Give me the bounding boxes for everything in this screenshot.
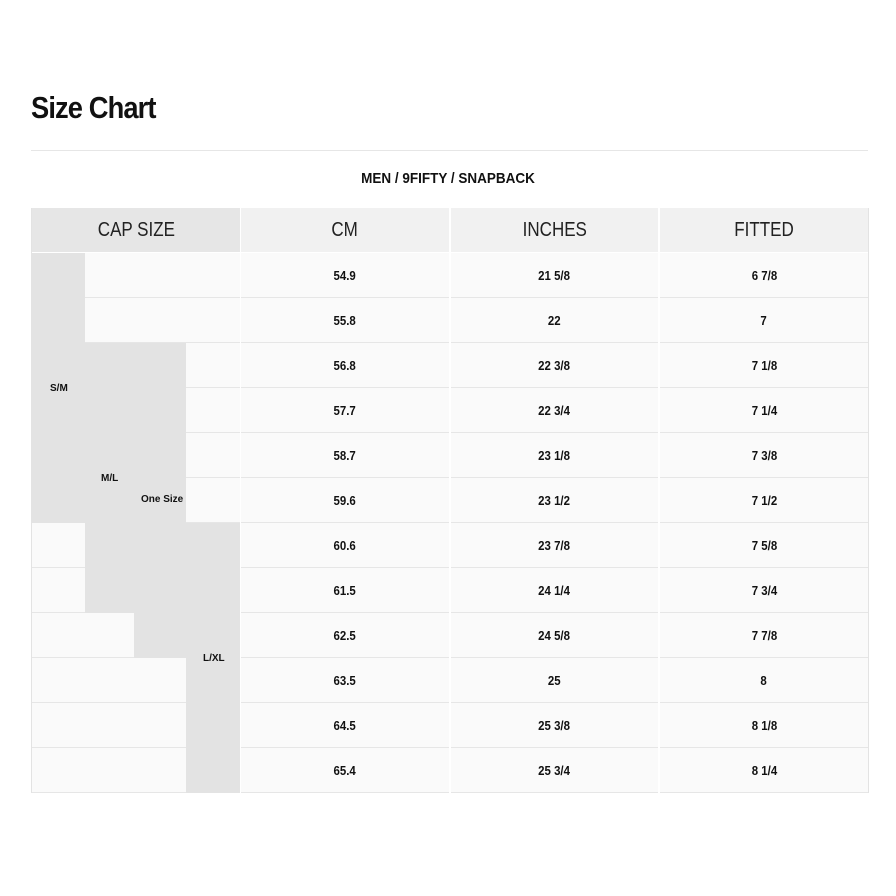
table-cell-fit: 7 1/8: [660, 343, 868, 388]
table-cell-in: 21 5/8: [451, 253, 658, 298]
table-cell-cm: 63.5: [241, 658, 449, 703]
cell-value: 63.5: [333, 672, 357, 688]
table-cell-in: 25 3/8: [451, 703, 658, 748]
cell-value: 54.9: [333, 267, 357, 283]
cell-value: 23 1/2: [538, 492, 571, 508]
lxl-range-lower: [186, 658, 240, 793]
cell-value: 55.8: [333, 312, 357, 328]
table-cell-in: 24 1/4: [451, 568, 658, 613]
cell-value: 8 1/4: [751, 762, 777, 778]
cap-size-sm: S/M: [50, 383, 68, 394]
table-cell-cm: 57.7: [241, 388, 449, 433]
table-cell-fit: 8 1/8: [660, 703, 868, 748]
cell-value: 7 1/4: [751, 402, 777, 418]
cell-value: 58.7: [333, 447, 357, 463]
table-cell-cm: 55.8: [241, 298, 449, 343]
fitted-column: 6 7/8 7 7 1/8 7 1/4 7 3/8 7 1/2 7 5/8 7 3/4 7 7/…: [660, 253, 868, 793]
table-cell-fit: 6 7/8: [660, 253, 868, 298]
cell-value: 22 3/8: [538, 357, 571, 373]
cell-value: 60.6: [333, 537, 357, 553]
inches-column: 21 5/8 22 22 3/8 22 3/4 23 1/8 23 1/2 23 7/8 24…: [451, 253, 658, 793]
cell-value: 21 5/8: [538, 267, 571, 283]
cell-value: 7 7/8: [751, 627, 777, 643]
cap-size-one-size: One Size: [141, 494, 184, 505]
cell-value: 8 1/8: [751, 717, 777, 733]
table-cell-in: 23 1/2: [451, 478, 658, 523]
header-fitted: FITTED: [660, 208, 868, 252]
ml-lxl-range: [85, 523, 240, 613]
table-cell-in: 24 5/8: [451, 613, 658, 658]
table-cell-fit: 7 3/8: [660, 433, 868, 478]
table-cell-in: 25 3/4: [451, 748, 658, 793]
table-cell-cm: 59.6: [241, 478, 449, 523]
table-cell-cm: 60.6: [241, 523, 449, 568]
cell-value: 6 7/8: [751, 267, 777, 283]
page-title: Size Chart: [31, 90, 156, 125]
cell-value: 22: [548, 312, 561, 328]
cell-value: 25 3/8: [538, 717, 571, 733]
cell-value: 65.4: [333, 762, 357, 778]
header-cap-size: CAP SIZE: [32, 208, 240, 252]
cell-value: 24 5/8: [538, 627, 571, 643]
table-cell-fit: 8: [660, 658, 868, 703]
cell-value: 7 1/8: [751, 357, 777, 373]
table-cell-in: 22 3/4: [451, 388, 658, 433]
cm-column: 54.9 55.8 56.8 57.7 58.7 59.6 60.6 61.5 62.5 63.5…: [241, 253, 449, 793]
cell-value: 7: [760, 312, 768, 328]
table-border: [31, 208, 32, 793]
cap-size-ml: M/L: [101, 473, 119, 484]
table-cell-in: 23 1/8: [451, 433, 658, 478]
header-inches: INCHES: [451, 208, 658, 252]
table-cell-fit: 7 1/2: [660, 478, 868, 523]
cell-value: 25 3/4: [538, 762, 571, 778]
table-cell-cm: 56.8: [241, 343, 449, 388]
cell-value: 22 3/4: [538, 402, 571, 418]
header-cm: CM: [241, 208, 449, 252]
table-cell-in: 25: [451, 658, 658, 703]
table-cell-cm: 65.4: [241, 748, 449, 793]
divider: [31, 150, 868, 151]
cell-value: 7 5/8: [751, 537, 777, 553]
table-cell-in: 22 3/8: [451, 343, 658, 388]
table-cell-fit: 7 5/8: [660, 523, 868, 568]
table-cell-cm: 61.5: [241, 568, 449, 613]
table-cell-cm: 64.5: [241, 703, 449, 748]
table-cell-cm: 54.9: [241, 253, 449, 298]
table-cell-in: 22: [451, 298, 658, 343]
table-cell-fit: 7 1/4: [660, 388, 868, 433]
cell-value: 59.6: [333, 492, 357, 508]
cell-value: 57.7: [333, 402, 357, 418]
table-cell-cm: 58.7: [241, 433, 449, 478]
cell-value: 25: [548, 672, 561, 688]
cell-value: 23 7/8: [538, 537, 571, 553]
cell-value: 23 1/8: [538, 447, 571, 463]
cell-value: 56.8: [333, 357, 357, 373]
table-cell-fit: 8 1/4: [660, 748, 868, 793]
cell-value: 24 1/4: [538, 582, 571, 598]
cell-value: 7 3/4: [751, 582, 777, 598]
table-cell-fit: 7 3/4: [660, 568, 868, 613]
lxl-range-upper: [134, 613, 240, 658]
cell-value: 62.5: [333, 627, 357, 643]
cap-size-column: S/M M/L One Size L/XL: [32, 253, 240, 793]
cell-value: 7 1/2: [751, 492, 777, 508]
table-cell-fit: 7: [660, 298, 868, 343]
chart-subtitle: MEN / 9FIFTY / SNAPBACK: [361, 170, 535, 187]
cell-value: 7 3/8: [751, 447, 777, 463]
cell-value: 64.5: [333, 717, 357, 733]
table-cell-in: 23 7/8: [451, 523, 658, 568]
table-border: [868, 208, 869, 793]
cell-value: 8: [760, 672, 768, 688]
table-cell-cm: 62.5: [241, 613, 449, 658]
cap-size-lxl: L/XL: [203, 653, 225, 664]
table-cell-fit: 7 7/8: [660, 613, 868, 658]
ml-onesize-range: [32, 343, 186, 523]
cell-value: 61.5: [333, 582, 357, 598]
